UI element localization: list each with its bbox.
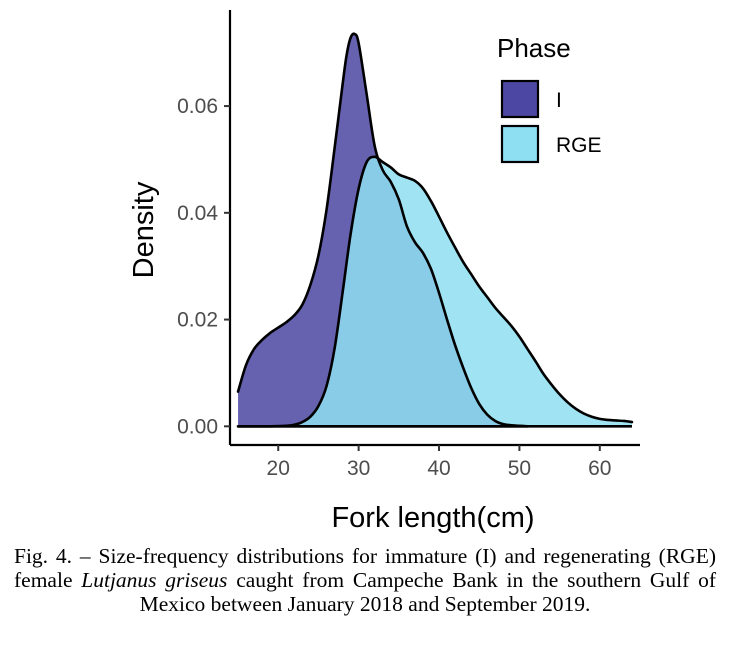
y-axis-ticks: 0.00 0.02 0.04 0.06: [177, 95, 230, 438]
y-axis-title: Density: [128, 181, 160, 278]
density-areas: [238, 33, 632, 427]
x-tick-label: 40: [427, 457, 450, 480]
chart-canvas: 0.00 0.02 0.04 0.06 20 30 40 50 60 Fork length(…: [128, 10, 640, 534]
caption-text-2: caught from Campeche Bank in the souther…: [139, 568, 716, 616]
x-axis-ticks: 20 30 40 50 60: [267, 445, 611, 480]
y-tick-label: 0.06: [177, 95, 218, 118]
legend-label-i: I: [556, 89, 562, 112]
x-tick-label: 20: [267, 457, 290, 480]
x-tick-label: 50: [508, 457, 531, 480]
figure-caption: Fig. 4. – Size-frequency distributions f…: [14, 544, 716, 616]
y-tick-label: 0.02: [177, 309, 218, 332]
legend: Phase I RGE: [497, 33, 602, 164]
density-outlines: [236, 32, 634, 428]
density-plot: 0.00 0.02 0.04 0.06 20 30 40 50 60 Fork length(…: [128, 10, 640, 534]
legend-key-i: [500, 79, 540, 119]
y-tick-label: 0.00: [177, 415, 218, 438]
caption-text-1: Fig. 4. – Size-frequency distributions f…: [14, 544, 716, 592]
caption-species: Lutjanus griseus: [81, 568, 228, 592]
x-tick-label: 60: [588, 457, 611, 480]
legend-title: Phase: [497, 33, 571, 63]
x-axis-title: Fork length(cm): [331, 502, 534, 534]
y-tick-label: 0.04: [177, 202, 218, 225]
density-line-i: [236, 32, 529, 428]
legend-key-rge: [500, 124, 540, 164]
density-line-rge: [236, 155, 634, 428]
x-tick-label: 30: [347, 457, 370, 480]
legend-label-rge: RGE: [556, 134, 602, 157]
